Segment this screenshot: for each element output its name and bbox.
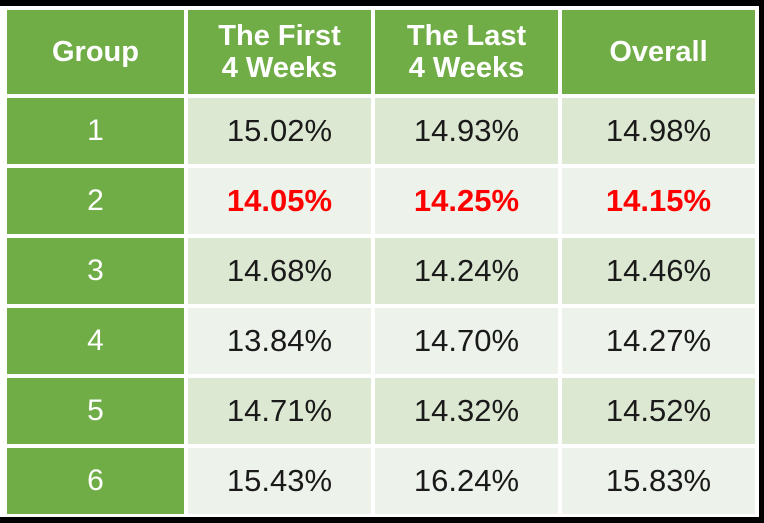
- table-cell: 14.24%: [375, 238, 558, 304]
- header-row: Group The First 4 Weeks The Last 4 Weeks…: [7, 10, 755, 94]
- table-cell: 14.05%: [188, 168, 371, 234]
- table-cell: 15.43%: [188, 448, 371, 514]
- column-header-first-4-weeks: The First 4 Weeks: [188, 10, 371, 94]
- table-cell: 14.70%: [375, 308, 558, 374]
- column-header-overall: Overall: [562, 10, 755, 94]
- group-label-cell: 4: [7, 308, 184, 374]
- table-cell: 16.24%: [375, 448, 558, 514]
- table-cell: 14.98%: [562, 98, 755, 164]
- table-cell: 15.02%: [188, 98, 371, 164]
- table-cell: 14.68%: [188, 238, 371, 304]
- column-header-group: Group: [7, 10, 184, 94]
- group-label-cell: 5: [7, 378, 184, 444]
- table-row: 3 14.68% 14.24% 14.46%: [7, 238, 755, 304]
- group-label-cell: 1: [7, 98, 184, 164]
- group-label-cell: 6: [7, 448, 184, 514]
- table-cell: 14.15%: [562, 168, 755, 234]
- table-row-highlighted: 2 14.05% 14.25% 14.15%: [7, 168, 755, 234]
- table-cell: 14.93%: [375, 98, 558, 164]
- table-row: 6 15.43% 16.24% 15.83%: [7, 448, 755, 514]
- table-row: 5 14.71% 14.32% 14.52%: [7, 378, 755, 444]
- table-row: 4 13.84% 14.70% 14.27%: [7, 308, 755, 374]
- table-cell: 13.84%: [188, 308, 371, 374]
- table-cell: 14.52%: [562, 378, 755, 444]
- table-cell: 14.32%: [375, 378, 558, 444]
- table-cell: 14.71%: [188, 378, 371, 444]
- table-row: 1 15.02% 14.93% 14.98%: [7, 98, 755, 164]
- table-cell: 14.46%: [562, 238, 755, 304]
- table-cell: 14.25%: [375, 168, 558, 234]
- table-cell: 15.83%: [562, 448, 755, 514]
- results-table: Group The First 4 Weeks The Last 4 Weeks…: [3, 6, 759, 517]
- group-label-cell: 2: [7, 168, 184, 234]
- column-header-last-4-weeks: The Last 4 Weeks: [375, 10, 558, 94]
- group-label-cell: 3: [7, 238, 184, 304]
- table-header: Group The First 4 Weeks The Last 4 Weeks…: [7, 10, 755, 94]
- table-cell: 14.27%: [562, 308, 755, 374]
- table-body: 1 15.02% 14.93% 14.98% 2 14.05% 14.25% 1…: [7, 98, 755, 514]
